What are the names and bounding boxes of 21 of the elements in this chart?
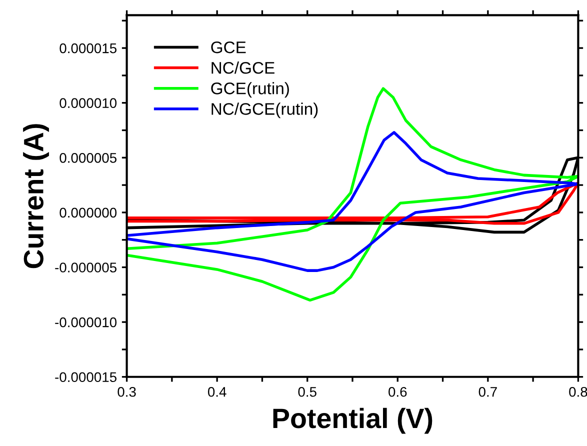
y-tick-label: -0.000015 — [55, 372, 116, 382]
x-axis-title: Potential (V) — [273, 408, 432, 434]
y-tick-label: 0.000015 — [60, 43, 116, 54]
line-series — [126, 131, 578, 272]
x-tick-label: 0.4 — [208, 386, 226, 397]
x-tick-label: 0.5 — [298, 386, 316, 397]
legend-label: NC/GCE(rutin) — [212, 102, 318, 118]
y-axis-title: Current (A) — [23, 124, 49, 268]
x-tick-label: 0.3 — [118, 386, 136, 397]
legend-label: GCE(rutin) — [211, 82, 289, 98]
line-series — [126, 181, 578, 225]
legend-label: NC/GCE — [212, 62, 274, 74]
x-tick-label: 0.6 — [388, 386, 407, 397]
y-tick-label: 0.000000 — [60, 208, 117, 218]
y-tick-label: -0.000010 — [55, 317, 117, 328]
y-tick-label: 0.000010 — [60, 98, 117, 108]
x-tick-label: 0.8 — [569, 386, 587, 397]
legend-label: GCE — [211, 41, 246, 54]
y-tick-label: 0.000005 — [60, 152, 116, 163]
y-tick-label: -0.000005 — [55, 262, 116, 272]
x-tick-label: 0.7 — [478, 386, 497, 397]
